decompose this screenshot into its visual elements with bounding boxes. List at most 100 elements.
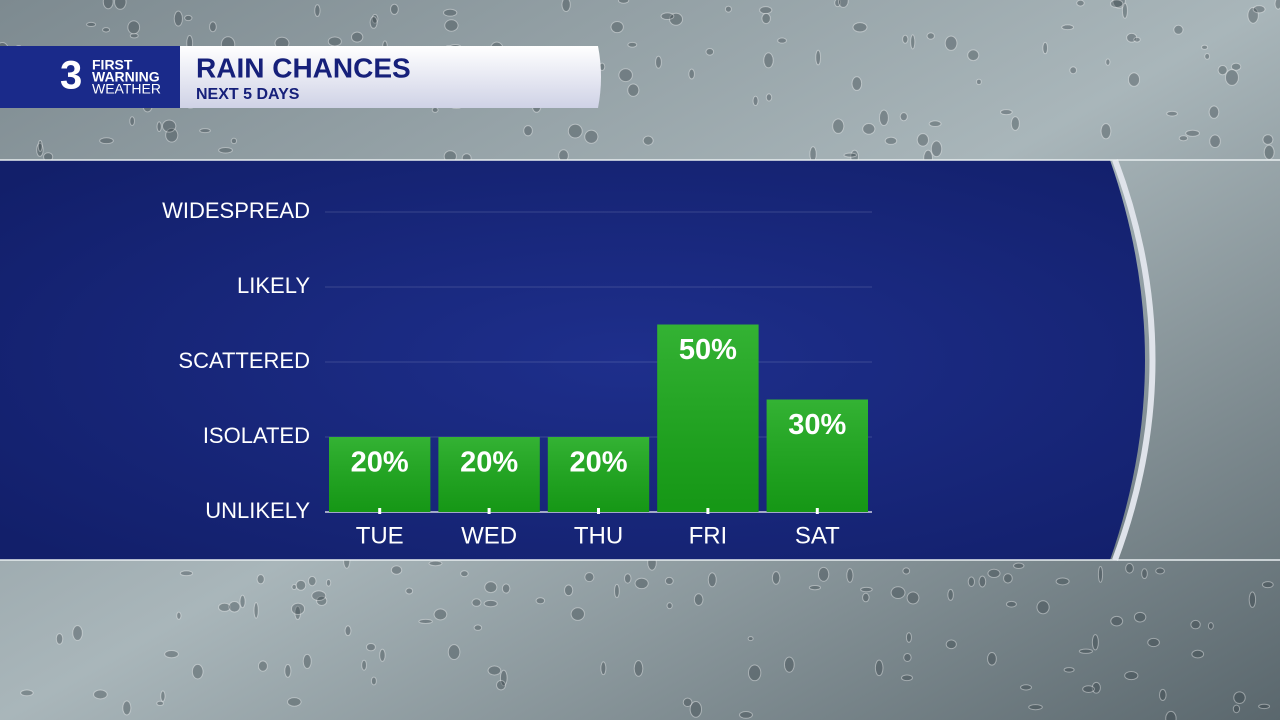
rain-drop [860, 586, 873, 593]
rain-drop [287, 697, 302, 707]
x-tick-label: SAT [795, 522, 840, 549]
rain-drop [666, 602, 673, 610]
rain-drop [910, 34, 916, 50]
rain-drop [1112, 0, 1126, 9]
rain-drop [945, 639, 957, 650]
rain-drop [765, 93, 773, 102]
rain-drop [1133, 36, 1141, 43]
rain-drop [290, 602, 306, 615]
logo-text: FIRST [92, 57, 133, 73]
bar-shade [438, 437, 540, 512]
y-tick-label: WIDESPREAD [162, 198, 310, 223]
rain-drop [817, 566, 830, 582]
rain-drop [379, 648, 386, 662]
rain-drop [483, 599, 498, 608]
rain-drop [1165, 710, 1177, 720]
rain-drop [191, 663, 204, 680]
rain-drop [610, 20, 624, 34]
rain-drop [1262, 134, 1274, 145]
rain-drop [926, 32, 935, 40]
rain-drop [903, 652, 912, 662]
rain-drop [122, 700, 132, 716]
rain-drop [102, 0, 114, 10]
rain-drop [655, 55, 662, 69]
rain-drop [1010, 116, 1020, 131]
rain-drop [815, 49, 822, 66]
rain-drop [160, 690, 166, 702]
rain-drop [634, 577, 649, 590]
rain-drop [418, 618, 433, 624]
rain-drop [302, 653, 312, 669]
rain-drop [1208, 105, 1220, 119]
rain-drop [878, 109, 889, 127]
rain-drop [739, 711, 753, 719]
rain-drop [759, 6, 773, 15]
rain-drop [535, 597, 546, 605]
rain-drop [624, 573, 632, 584]
rain-drop [86, 21, 97, 28]
rain-drop [1248, 591, 1257, 608]
rain-drop [1159, 688, 1167, 702]
rain-drop [1230, 62, 1242, 71]
chart-title: RAIN CHANCES [196, 52, 411, 83]
rain-drop [390, 565, 403, 575]
rain-drop [1091, 681, 1101, 694]
rain-drop [93, 689, 108, 700]
rain-drop [846, 568, 854, 583]
rain-drop [1042, 41, 1049, 55]
value-label: 20% [569, 447, 627, 479]
rain-drop [689, 701, 703, 718]
x-tick-label: WED [461, 522, 517, 549]
rain-drop [1036, 600, 1050, 615]
rain-drop [316, 595, 328, 606]
rain-drop [1121, 2, 1128, 19]
rain-drop [1155, 567, 1165, 575]
rain-drop [1133, 611, 1147, 623]
rain-drop [1185, 129, 1200, 137]
rain-drop [978, 575, 987, 588]
rain-drop [967, 576, 975, 587]
rain-drop [862, 122, 876, 135]
rain-drop [1125, 562, 1134, 574]
rain-drop [1274, 0, 1280, 10]
rain-drop [852, 22, 868, 33]
rain-drop [567, 123, 583, 139]
rain-drop [1217, 64, 1228, 76]
rain-drop [987, 652, 997, 666]
rain-drop [156, 700, 164, 707]
bar-shade [766, 399, 868, 512]
rain-drop [906, 591, 920, 605]
rain-drop [1147, 637, 1160, 648]
rain-drop [473, 624, 483, 631]
rain-drop [561, 0, 571, 13]
rain-drop [495, 680, 507, 691]
rain-drop [1069, 66, 1078, 75]
rain-drop [179, 570, 194, 577]
rain-drop [1258, 703, 1271, 710]
bar-shade [657, 324, 759, 512]
rain-drop [976, 78, 982, 86]
rain-drop [693, 593, 704, 606]
rain-drop [176, 611, 182, 620]
rain-drop [370, 676, 377, 686]
logo-box [0, 46, 180, 108]
rain-drop [1190, 619, 1201, 630]
rain-drop [447, 644, 461, 661]
rain-drop [325, 579, 332, 587]
value-label: 50% [679, 334, 737, 366]
rain-drop [218, 602, 232, 612]
rain-drop [771, 571, 781, 585]
rain-drop [1232, 704, 1241, 714]
rain-drop [705, 47, 715, 56]
rain-drop [1082, 685, 1095, 693]
rain-drop [618, 68, 633, 83]
value-label: 20% [460, 447, 518, 479]
rain-drop [967, 49, 980, 62]
rain-drop [443, 8, 458, 17]
rain-drop [724, 5, 732, 13]
logo-number: 3 [60, 54, 82, 98]
y-tick-label: LIKELY [237, 273, 310, 298]
rain-drop [228, 601, 241, 613]
rain-drop [311, 590, 327, 602]
rain-drop [808, 585, 821, 591]
